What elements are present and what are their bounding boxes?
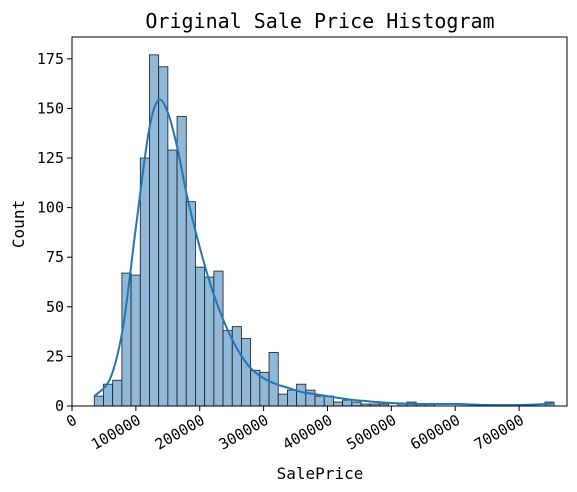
x-tick-label: 400000 (280, 411, 336, 454)
histogram-bar (277, 393, 288, 407)
histogram-bar (296, 383, 307, 407)
histogram-bar (112, 379, 123, 407)
y-tick-label: 75 (46, 248, 64, 266)
y-axis-ticks: 0 25 50 75 100 125 150 175 (37, 50, 72, 415)
histogram-bar (93, 395, 104, 407)
histogram-bar (314, 395, 325, 407)
y-axis-label: Count (9, 200, 28, 248)
histogram-bar (268, 352, 279, 407)
histogram-bar (213, 270, 224, 407)
x-tick-label: 700000 (471, 411, 527, 454)
chart-title: Original Sale Price Histogram (145, 9, 494, 33)
x-axis-ticks: 0 100000 200000 300000 400000 500000 600000 700… (63, 406, 527, 454)
histogram-bar (204, 276, 215, 407)
histogram-bar (121, 272, 132, 407)
x-tick-label: 0 (63, 411, 80, 431)
x-axis-label: SalePrice (277, 464, 364, 483)
histogram-bar (231, 326, 242, 407)
y-tick-label: 125 (37, 149, 64, 167)
y-tick-label: 175 (37, 50, 64, 68)
x-tick-label: 300000 (216, 411, 272, 454)
histogram-bar (241, 338, 252, 407)
y-tick-label: 0 (55, 397, 64, 415)
histogram-bar (222, 330, 233, 407)
y-tick-label: 100 (37, 199, 64, 217)
kde-curve (93, 98, 555, 407)
histogram-bar (130, 274, 141, 407)
histogram-bars (93, 54, 555, 407)
x-tick-label: 200000 (152, 411, 208, 454)
histogram-bar (287, 389, 298, 407)
x-tick-label: 500000 (343, 411, 399, 454)
histogram-bar (139, 157, 150, 407)
x-tick-label: 100000 (88, 411, 144, 454)
histogram-bar (333, 401, 344, 407)
histogram-bar (158, 66, 169, 407)
histogram-bar (342, 399, 353, 407)
histogram-bar (351, 401, 362, 407)
x-tick-label: 600000 (407, 411, 463, 454)
histogram-bar (185, 201, 196, 407)
y-tick-label: 50 (46, 298, 64, 316)
y-tick-label: 25 (46, 347, 64, 365)
histogram-bar (195, 266, 206, 407)
histogram-bar (167, 149, 178, 407)
plot-frame (71, 36, 568, 407)
y-tick-label: 150 (37, 99, 64, 117)
histogram-bar (176, 115, 187, 407)
